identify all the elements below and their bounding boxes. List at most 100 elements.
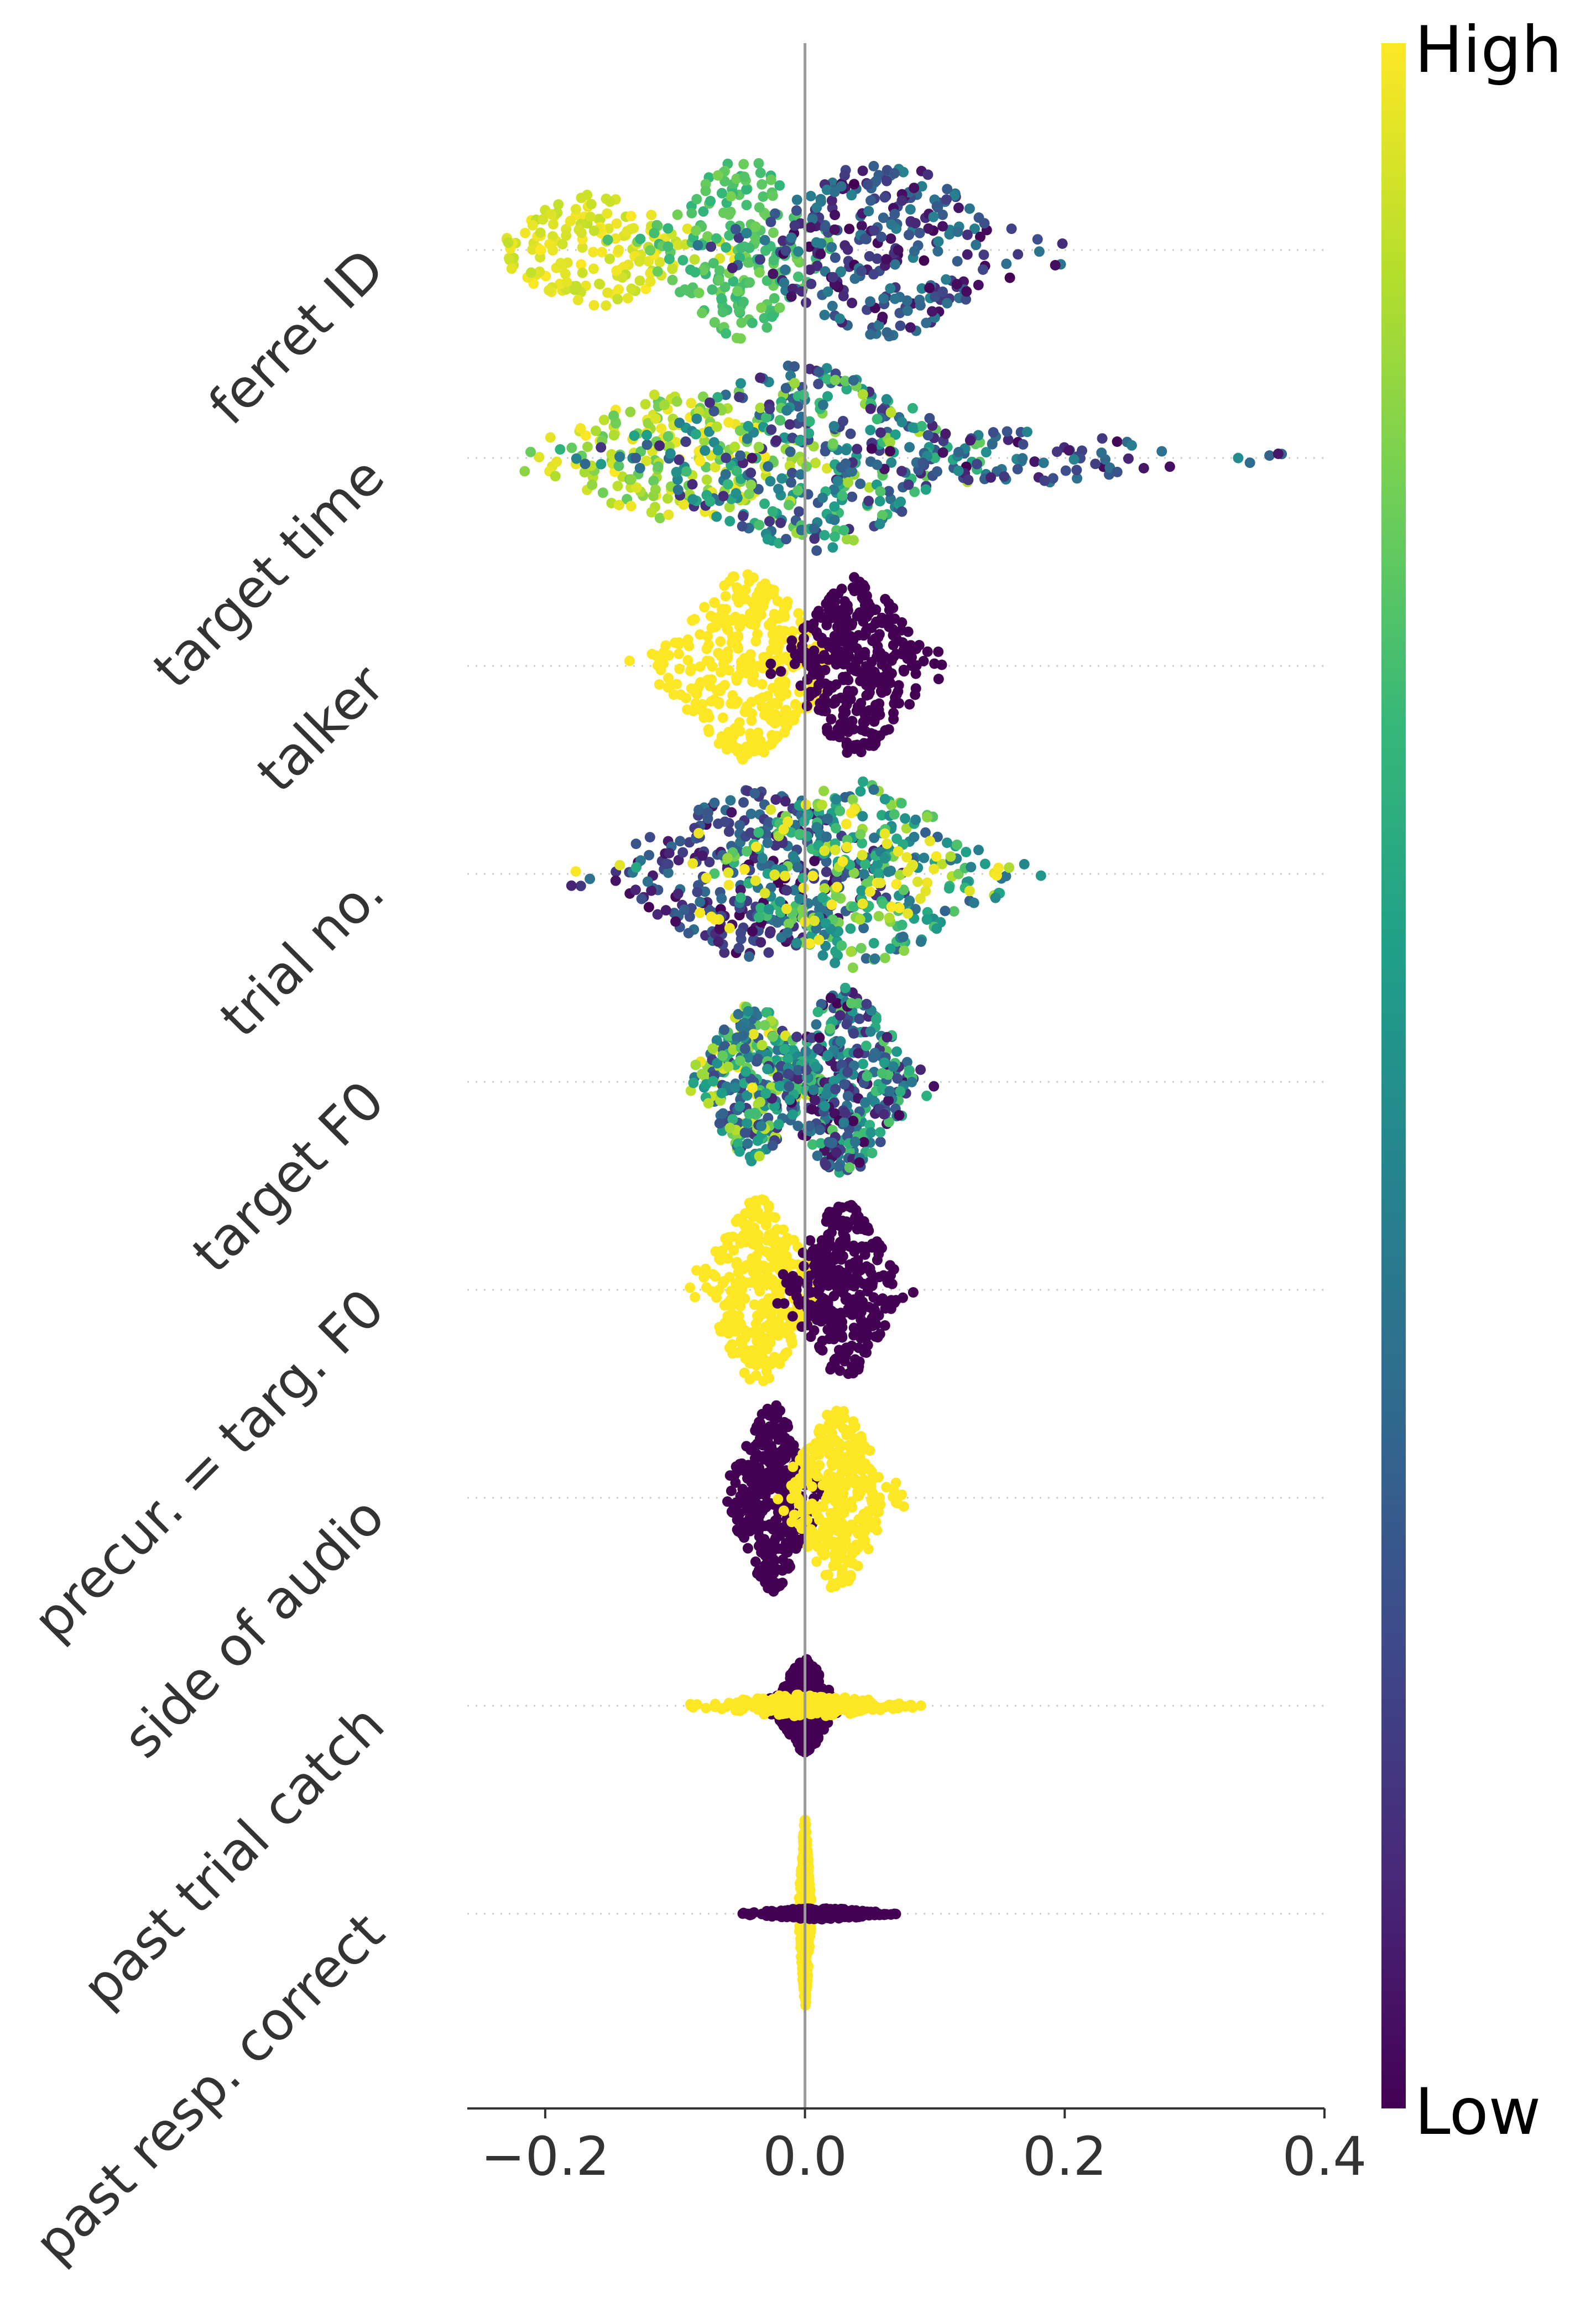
data-point [865,1027,876,1037]
data-point [571,204,581,215]
data-point [907,660,917,671]
data-point [660,640,671,651]
data-point [849,179,859,189]
data-point [612,218,622,229]
data-point [757,179,767,190]
data-point [780,871,790,881]
data-point [882,176,892,186]
data-point [626,501,637,512]
data-point [860,859,870,869]
data-point [865,425,875,435]
data-point [893,846,904,857]
data-point [519,466,530,477]
data-point [909,832,920,842]
data-point [792,1537,803,1547]
data-point [752,629,763,639]
data-point [771,435,781,446]
data-point [863,180,873,190]
data-point [700,445,710,456]
data-point [817,892,828,903]
data-point [966,862,976,872]
data-point [717,1050,728,1061]
data-point [759,747,769,758]
data-point [808,1737,818,1747]
data-point [718,491,729,502]
data-point [544,239,555,249]
data-point [830,532,840,542]
data-point [766,175,776,185]
data-point [863,1512,873,1523]
data-point [843,244,853,255]
data-point [798,1248,809,1258]
data-point [937,210,948,220]
data-point [727,632,738,642]
data-point [765,659,776,669]
data-point [614,461,624,471]
data-point [634,275,645,286]
data-point [707,662,718,672]
data-point [770,718,780,728]
data-point [752,1466,762,1477]
data-point [835,647,846,657]
data-point [727,1348,738,1359]
data-point [723,652,733,662]
data-point [754,912,764,923]
data-point [894,1110,904,1121]
data-point [843,1440,854,1451]
data-point [919,256,929,266]
data-point [767,1280,778,1290]
data-point [820,918,831,929]
data-point [862,1320,873,1331]
data-point [631,839,641,849]
data-point [576,881,586,891]
data-point [792,195,802,205]
data-point [831,794,842,805]
data-point [933,236,944,247]
data-point [815,698,825,709]
data-point [603,235,613,245]
data-point [545,433,556,443]
data-point [898,931,909,942]
data-point [767,311,778,322]
data-point [915,300,926,311]
data-point [687,615,697,626]
data-point [852,611,863,621]
data-point [792,485,803,496]
data-point [645,277,655,287]
data-point [744,489,754,499]
data-point [1061,466,1071,476]
data-point [973,280,984,290]
data-point [895,321,906,331]
data-point [734,1233,745,1244]
data-point [786,477,796,488]
data-point [1096,447,1107,458]
data-point [664,254,675,264]
data-point [791,205,802,216]
data-point [774,303,785,313]
data-point [825,1364,836,1374]
data-point [812,1530,823,1540]
data-point [815,249,826,259]
data-point [611,265,622,276]
data-point [872,1236,882,1247]
data-point [573,295,583,305]
data-point [979,249,989,260]
data-point [851,1459,862,1469]
data-point [922,647,933,657]
data-point [776,666,786,676]
data-point [775,1081,785,1091]
data-point [693,828,704,839]
data-point [1019,859,1030,869]
data-point [776,473,787,484]
data-point [883,1277,893,1288]
data-point [850,1421,860,1432]
data-point [601,300,611,311]
data-point [808,688,818,699]
data-point [715,686,726,696]
data-point [571,866,581,877]
data-point [785,1729,795,1740]
data-point [884,913,895,923]
data-point [697,1069,707,1079]
data-point [837,491,848,501]
data-point [789,361,800,372]
